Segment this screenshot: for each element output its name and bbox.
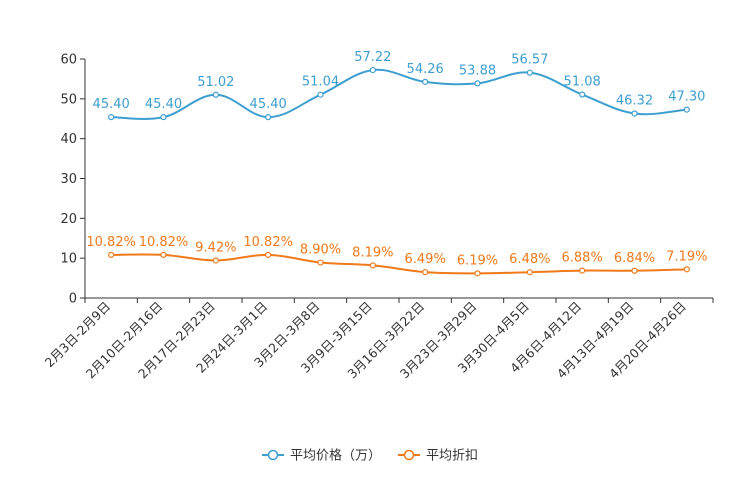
data-point[interactable] xyxy=(631,267,638,274)
legend-item[interactable]: 平均折扣 xyxy=(398,449,478,464)
series-layer: 45.40 45.40 51.02 45.40 51.04 57.22 54.26 53.88… xyxy=(86,50,707,277)
data-point[interactable] xyxy=(631,110,638,117)
data-label: 6.48% xyxy=(509,252,550,267)
y-tick-label: 30 xyxy=(60,172,77,187)
data-point[interactable] xyxy=(108,114,115,121)
data-point[interactable] xyxy=(160,114,167,121)
data-point[interactable] xyxy=(317,91,324,98)
data-point[interactable] xyxy=(317,259,324,266)
data-label: 45.40 xyxy=(250,97,287,112)
legend-label: 平均折扣 xyxy=(426,449,478,464)
chart-axes: 01020304050602月3日-2月9日2月10日-2月16日2月17日-2… xyxy=(42,53,714,381)
series-line xyxy=(111,253,687,275)
legend-item[interactable]: 平均价格（万） xyxy=(262,448,381,464)
y-tick-label: 0 xyxy=(69,292,77,307)
data-point[interactable] xyxy=(422,78,429,85)
data-label: 51.04 xyxy=(302,75,339,90)
data-point[interactable] xyxy=(369,66,376,74)
data-point[interactable] xyxy=(526,69,533,76)
data-label: 8.90% xyxy=(300,243,341,258)
legend-marker-icon xyxy=(267,449,279,461)
series-avg-price: 45.40 45.40 51.02 45.40 51.04 57.22 54.26 53.88… xyxy=(93,50,705,121)
data-label: 8.19% xyxy=(352,245,393,260)
data-label: 53.88 xyxy=(459,63,496,78)
data-label: 46.32 xyxy=(616,93,653,108)
series-avg-discount: 10.82% 10.82% 9.42% 10.82%8.90% 8.19% 6.49% 6.… xyxy=(86,235,707,277)
data-label: 45.40 xyxy=(145,97,182,112)
series-line xyxy=(111,68,687,120)
data-point[interactable] xyxy=(579,91,586,98)
y-tick-label: 10 xyxy=(60,252,77,267)
data-label: 6.19% xyxy=(457,253,498,268)
data-label: 10.82% xyxy=(139,235,189,250)
data-point[interactable] xyxy=(683,266,690,273)
data-label: 57.22 xyxy=(354,50,391,65)
data-label: 51.02 xyxy=(197,75,234,90)
data-point[interactable] xyxy=(683,106,690,113)
data-label: 54.26 xyxy=(407,62,444,77)
y-tick-label: 20 xyxy=(60,212,77,227)
data-point[interactable] xyxy=(108,251,115,259)
data-label: 10.82% xyxy=(243,235,293,250)
data-label: 45.40 xyxy=(93,97,130,112)
data-label: 47.30 xyxy=(668,90,705,105)
data-label: 7.19% xyxy=(666,249,707,264)
y-tick-label: 40 xyxy=(60,132,77,147)
chart-legend[interactable]: 平均价格（万） 平均折扣 xyxy=(262,448,478,464)
data-point[interactable] xyxy=(212,257,219,264)
data-point[interactable] xyxy=(526,269,533,276)
legend-marker-icon xyxy=(403,449,415,461)
legend-label: 平均价格（万） xyxy=(290,448,381,464)
data-label: 6.84% xyxy=(614,251,655,266)
y-tick-label: 50 xyxy=(60,92,77,107)
data-point[interactable] xyxy=(474,270,481,277)
data-point[interactable] xyxy=(474,80,481,87)
data-label: 9.42% xyxy=(195,240,236,255)
data-point[interactable] xyxy=(579,267,586,274)
data-label: 6.49% xyxy=(405,252,446,267)
data-point[interactable] xyxy=(422,269,429,276)
data-point[interactable] xyxy=(212,91,219,98)
data-point[interactable] xyxy=(160,251,167,259)
data-label: 56.57 xyxy=(511,53,548,68)
y-tick-label: 60 xyxy=(60,53,77,68)
data-point[interactable] xyxy=(369,262,376,269)
data-point[interactable] xyxy=(265,251,272,259)
data-label: 51.08 xyxy=(564,75,601,90)
data-point[interactable] xyxy=(265,114,272,121)
data-label: 10.82% xyxy=(86,235,136,250)
data-label: 6.88% xyxy=(562,251,603,266)
